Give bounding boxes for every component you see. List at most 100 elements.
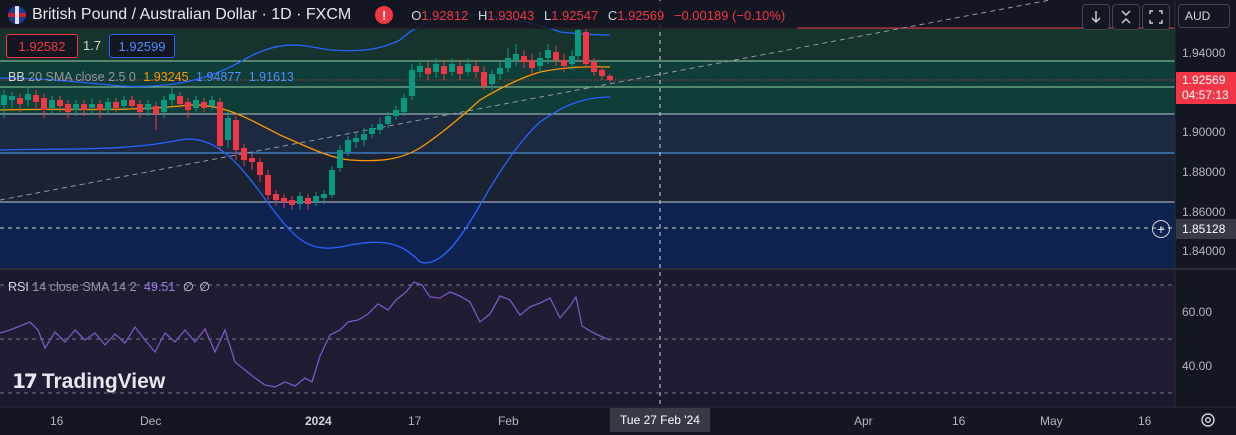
bb-upper-value: 1.94877 (196, 70, 242, 84)
candle-body (513, 54, 519, 60)
rsi-line (0, 281, 611, 388)
bb-basis-value: 1.93245 (143, 70, 189, 84)
candle-body (185, 102, 191, 110)
candle-body (583, 32, 589, 64)
flag-icon (8, 6, 26, 24)
crosshair-date-tag: Tue 27 Feb '24 (610, 408, 710, 432)
candle-body (465, 64, 471, 72)
collapse-icon[interactable] (1112, 4, 1140, 30)
candle-body (17, 98, 23, 104)
candle-body (225, 118, 231, 140)
candle-body (545, 50, 551, 58)
time-label-16-apr: 16 (952, 414, 966, 428)
time-label-apr: Apr (854, 414, 873, 428)
ohlc-change: −0.00189 (−0.10%) (673, 7, 786, 23)
ohlc-low-value: 1.92547 (551, 7, 599, 23)
tradingview-logo-icon: 𝟭𝟳 (12, 371, 38, 393)
time-label-feb: Feb (498, 414, 519, 428)
fullscreen-icon[interactable] (1142, 4, 1170, 30)
bb-legend[interactable]: BB 20 SMA close 2.5 0 1.93245 1.94877 1.… (8, 70, 294, 84)
candle-body (417, 66, 423, 72)
crosshair-price-tag: 1.85128 (1176, 219, 1236, 239)
candle-body (607, 76, 613, 80)
bb-basis-line (0, 66, 611, 162)
candle-body (337, 150, 343, 168)
candle-body (497, 68, 503, 74)
rsi-axis-label-60: 60.00 (1182, 305, 1213, 319)
symbol-title[interactable]: British Pound / Australian Dollar · 1D ·… (32, 6, 352, 23)
arrow-down-icon[interactable] (1082, 4, 1110, 30)
spread-value: 1.7 (83, 38, 102, 53)
candle-body (561, 60, 567, 66)
crosshair-plus-icon[interactable]: + (1152, 220, 1170, 238)
ohlc-low-key: L (543, 7, 552, 23)
bb-lower-band (0, 96, 611, 264)
sell-button[interactable]: 1.92582 (6, 34, 78, 58)
rsi-axis-label-40: 40.00 (1182, 359, 1213, 373)
candle-body (473, 66, 479, 72)
candle-body (569, 56, 575, 64)
candle-body (273, 194, 279, 200)
candle-body (409, 70, 415, 96)
candle-body (575, 30, 581, 56)
price-label-5: 1.84000 (1182, 244, 1226, 258)
zone-band-4 (0, 153, 1175, 202)
candle-body (297, 196, 303, 204)
candle-body (385, 116, 391, 124)
candle-body (49, 100, 55, 108)
currency-selector[interactable]: AUD (1178, 4, 1230, 28)
candle-body (113, 102, 119, 108)
rsi-legend-params: 14 close SMA 14 2 (32, 280, 137, 294)
candle-body (599, 70, 605, 76)
candle-body (249, 158, 255, 162)
candle-body (401, 98, 407, 112)
candle-body (169, 94, 175, 100)
candle-body (1, 95, 7, 105)
candle-body (209, 100, 215, 106)
time-label-16-may: 16 (1138, 414, 1152, 428)
price-label-4: 1.86000 (1182, 205, 1226, 219)
buy-button[interactable]: 1.92599 (109, 34, 175, 58)
candle-body (33, 95, 39, 102)
bb-lower-value: 1.91613 (248, 70, 294, 84)
candle-body (329, 170, 335, 195)
candle-body (313, 196, 319, 202)
alert-icon[interactable]: ! (375, 6, 394, 24)
chart-header: British Pound / Australian Dollar · 1D ·… (0, 0, 798, 30)
time-label-may: May (1040, 414, 1063, 428)
bb-legend-name: BB (8, 70, 25, 84)
candle-body (121, 100, 127, 106)
time-label-16-nov: 16 (50, 414, 64, 428)
time-label-17-jan: 17 (408, 414, 422, 428)
candle-body (65, 104, 71, 112)
rsi-legend[interactable]: RSI 14 close SMA 14 2 49.51 ∅ ∅ (8, 279, 210, 294)
candle-body (393, 110, 399, 116)
ohlc-values: O1.92812 H1.93043 L1.92547 C1.92569 −0.0… (411, 8, 791, 23)
candle-body (129, 100, 135, 106)
candle-body (257, 162, 263, 175)
rsi-value: 49.51 (144, 280, 176, 294)
candle-body (537, 58, 543, 66)
candle-body (57, 100, 63, 106)
candle-body (529, 60, 535, 68)
candle-body (281, 198, 287, 202)
symbol-title-box[interactable]: British Pound / Australian Dollar · 1D ·… (0, 1, 798, 29)
candle-body (137, 104, 143, 112)
candle-body (193, 100, 199, 108)
candle-body (369, 128, 375, 134)
tradingview-watermark[interactable]: 𝟭𝟳 TradingView (12, 369, 165, 394)
candle-body (265, 175, 271, 195)
candle-body (305, 198, 311, 204)
settings-gear-icon[interactable] (1199, 411, 1217, 434)
candle-body (425, 68, 431, 74)
candle-body (201, 102, 207, 108)
currency-label: AUD (1185, 9, 1211, 23)
candle-body (457, 66, 463, 74)
candle-body (591, 62, 597, 72)
candle-body (105, 102, 111, 110)
candle-body (481, 72, 487, 86)
candle-body (489, 74, 495, 84)
candle-body (161, 100, 167, 112)
price-label-1: 1.94000 (1182, 46, 1226, 60)
